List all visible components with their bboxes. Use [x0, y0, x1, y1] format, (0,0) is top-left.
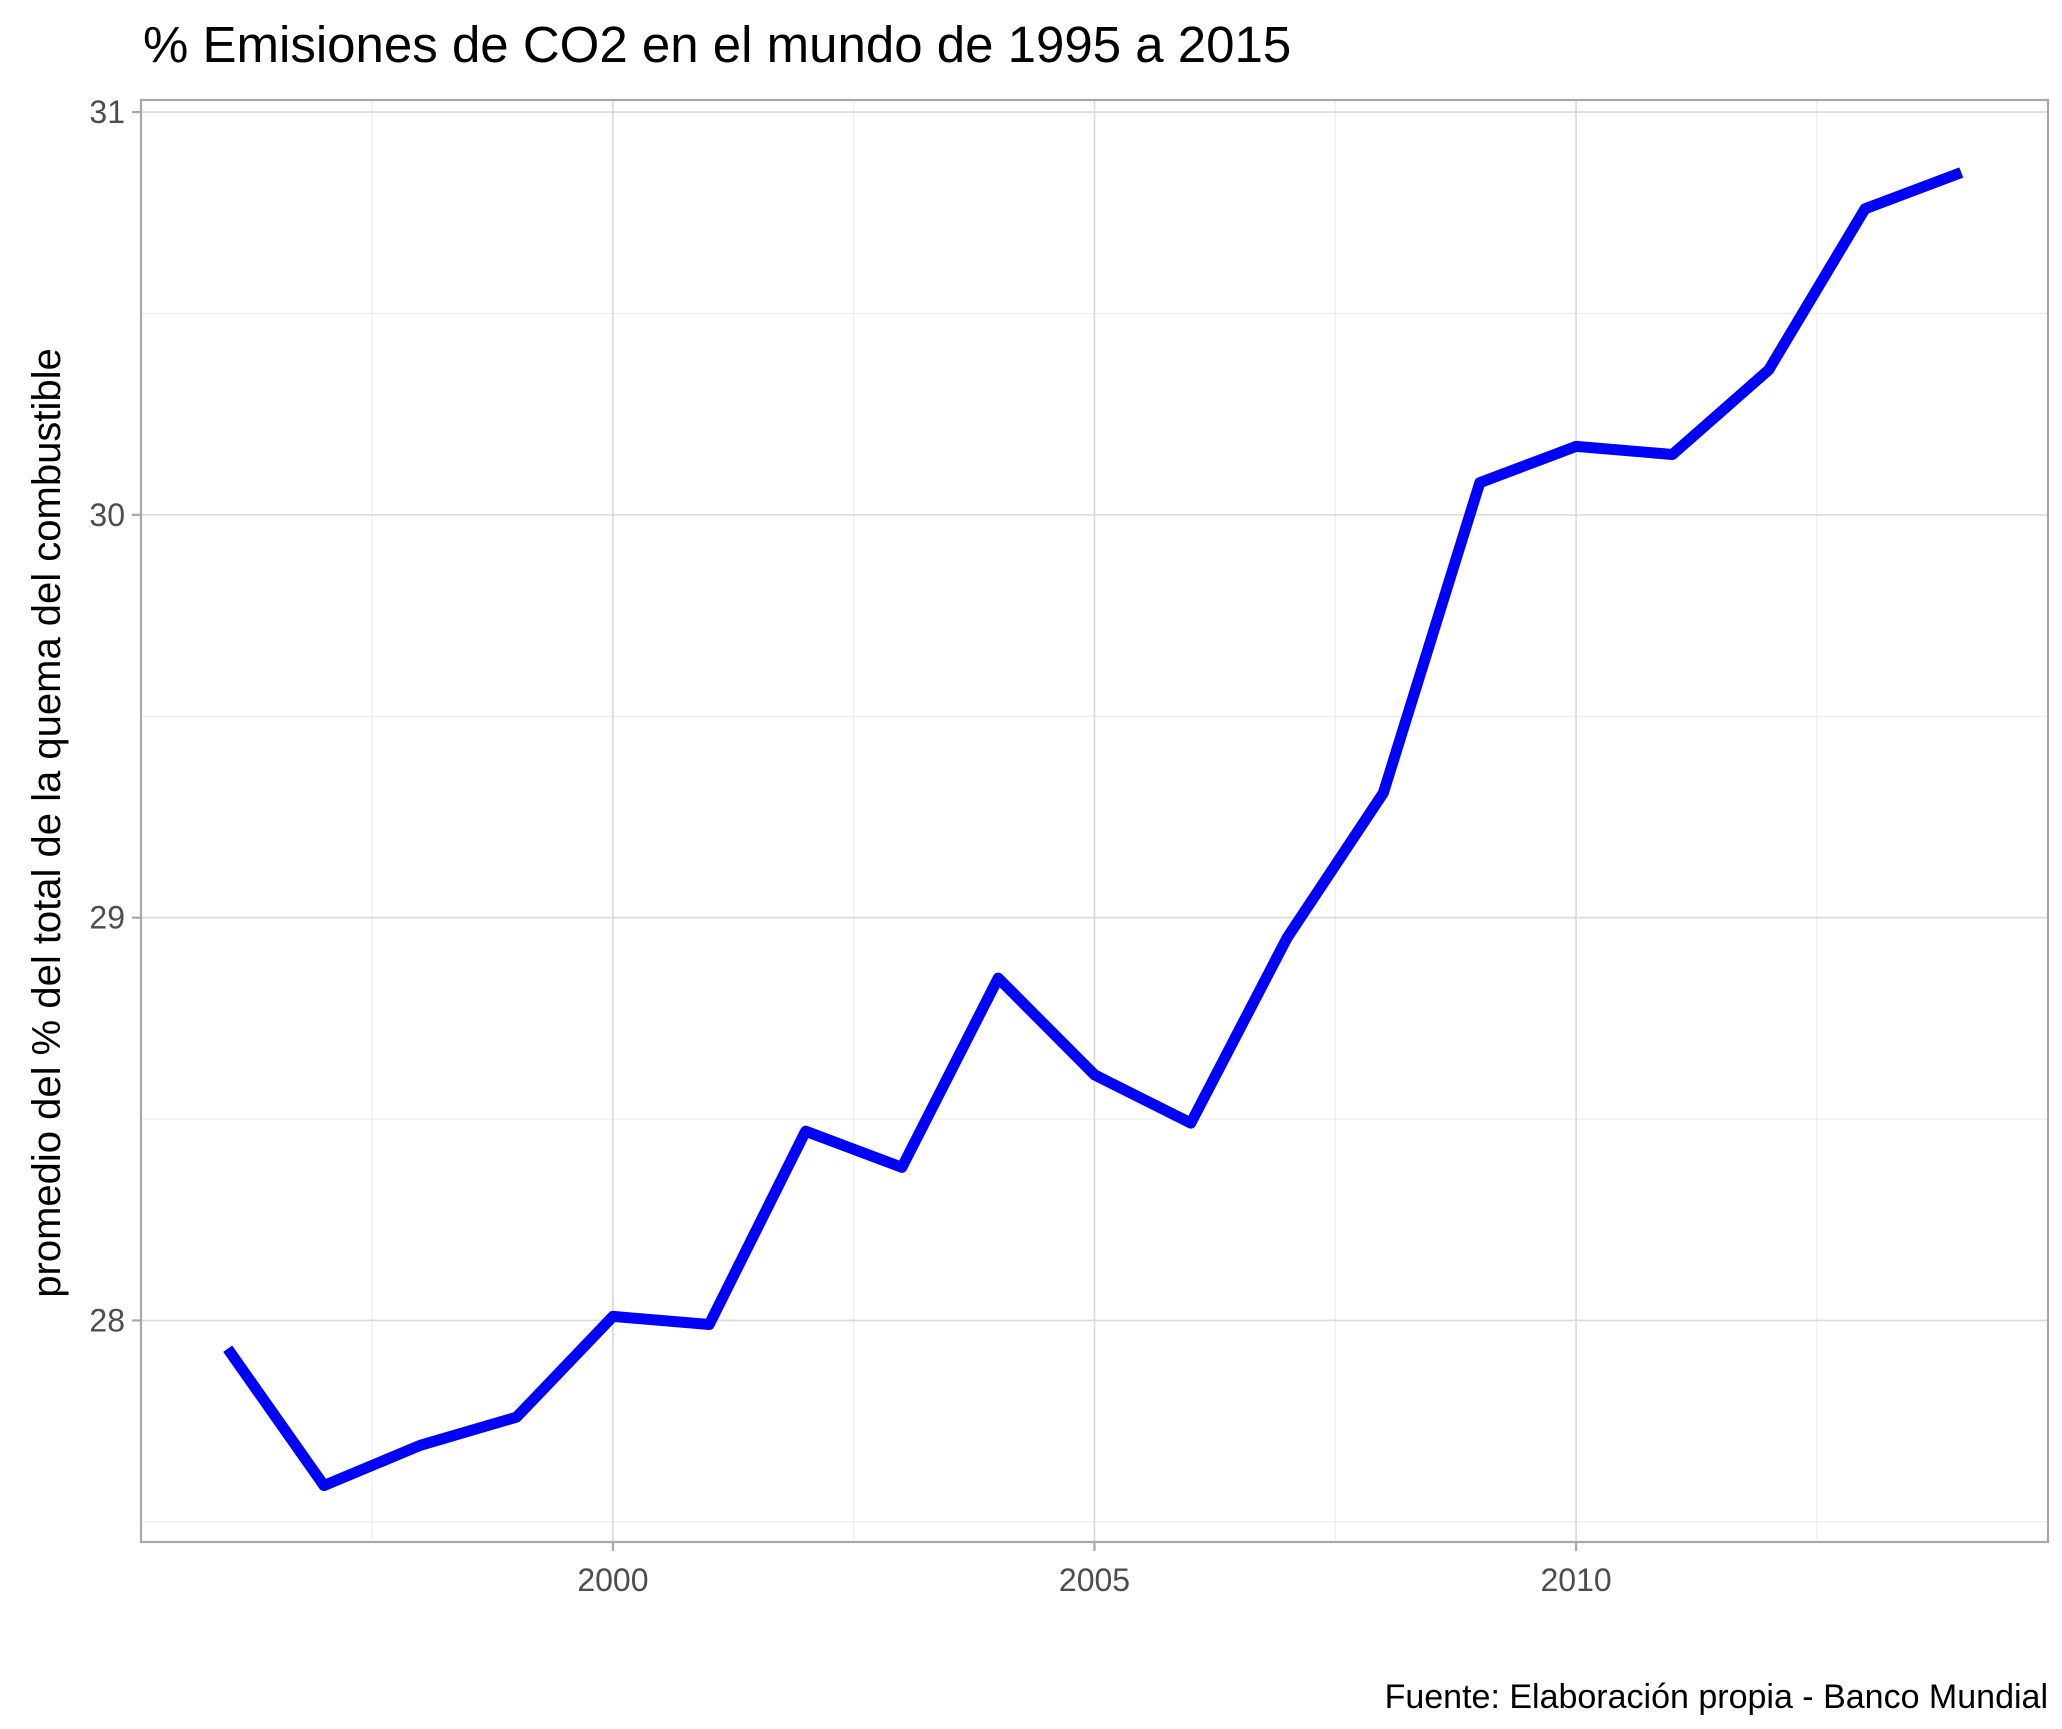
- axis-ticks: 28 29 30 31 2000 2005 2010: [89, 94, 1611, 1598]
- chart-title: % Emisiones de CO2 en el mundo de 1995 a…: [143, 16, 1291, 73]
- chart-caption: Fuente: Elaboración propia - Banco Mundi…: [1385, 1678, 2048, 1716]
- y-tick-label: 29: [89, 900, 125, 936]
- y-tick-label: 31: [89, 94, 125, 130]
- y-axis-label: promedio del % del total de la quema del…: [25, 348, 69, 1297]
- major-gridlines: [141, 100, 2048, 1542]
- y-tick-label: 30: [89, 497, 125, 533]
- x-tick-label: 2000: [577, 1562, 648, 1598]
- series-line: [223, 167, 1964, 1492]
- series-layer: [223, 167, 1964, 1492]
- x-tick-label: 2005: [1059, 1562, 1130, 1598]
- y-tick-label: 28: [89, 1302, 125, 1338]
- x-tick-label: 2010: [1540, 1562, 1611, 1598]
